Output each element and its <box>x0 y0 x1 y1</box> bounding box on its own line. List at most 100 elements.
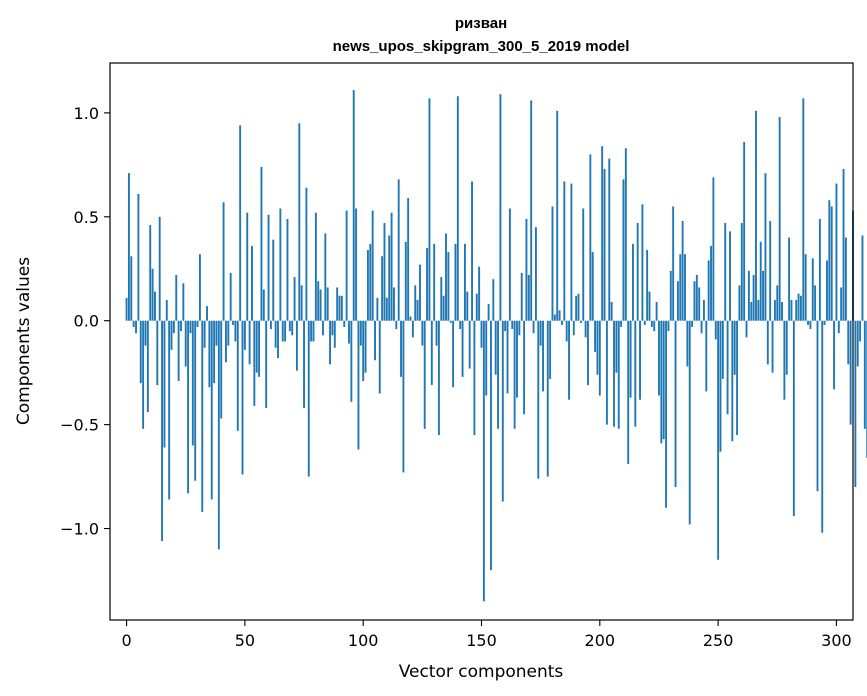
bar-261 <box>743 141 746 321</box>
bar-92 <box>343 320 346 327</box>
bar-144 <box>466 291 469 321</box>
bar-61 <box>269 320 272 330</box>
bar-289 <box>809 320 812 330</box>
bar-193 <box>582 208 585 321</box>
bar-49 <box>241 320 244 475</box>
bar-38 <box>215 320 218 346</box>
bar-115 <box>397 179 400 321</box>
bar-287 <box>804 254 807 321</box>
bar-183 <box>558 310 561 321</box>
bar-80 <box>314 212 317 321</box>
bar-176 <box>542 320 544 392</box>
bar-100 <box>362 320 365 381</box>
bar-67 <box>284 320 287 342</box>
bar-16 <box>163 320 166 448</box>
bar-221 <box>648 291 651 321</box>
bar-308 <box>854 320 857 487</box>
bar-256 <box>731 320 734 442</box>
bar-150 <box>480 320 483 348</box>
bar-17 <box>165 299 168 321</box>
bar-94 <box>348 320 350 344</box>
bar-75 <box>303 320 305 409</box>
bar-244 <box>702 299 705 321</box>
bar-195 <box>587 320 589 386</box>
bar-205 <box>610 302 613 321</box>
bar-168 <box>523 320 526 415</box>
bar-149 <box>478 266 481 321</box>
bar-108 <box>381 256 384 321</box>
bar-202 <box>603 169 606 321</box>
bar-283 <box>795 299 798 321</box>
bar-305 <box>847 320 850 365</box>
bar-142 <box>461 320 464 377</box>
bar-185 <box>563 181 566 321</box>
x-tick-label: 0 <box>121 631 131 650</box>
bar-245 <box>705 320 708 392</box>
plot-frame <box>109 62 854 621</box>
bar-299 <box>833 320 836 390</box>
bar-19 <box>170 320 173 350</box>
bar-220 <box>646 250 649 321</box>
bar-134 <box>442 295 445 321</box>
bar-93 <box>345 210 348 321</box>
bar-85 <box>326 287 329 321</box>
bar-27 <box>189 320 192 334</box>
bar-73 <box>298 123 301 321</box>
bar-301 <box>837 320 840 334</box>
bar-230 <box>669 270 672 321</box>
bar-216 <box>636 223 639 321</box>
bar-46 <box>234 320 237 342</box>
bar-121 <box>411 320 414 338</box>
bar-203 <box>605 320 608 425</box>
y-tick-label: 0.0 <box>74 312 99 331</box>
bar-290 <box>811 258 814 321</box>
bar-139 <box>454 243 457 321</box>
y-tick-label: 0.5 <box>74 208 99 227</box>
bar-241 <box>695 274 698 321</box>
bar-169 <box>525 218 528 321</box>
bar-263 <box>747 270 750 321</box>
bar-103 <box>369 243 372 321</box>
bar-11 <box>151 268 154 321</box>
bar-268 <box>759 241 762 321</box>
bar-119 <box>407 198 410 321</box>
bar-225 <box>658 320 660 396</box>
bar-191 <box>577 293 580 321</box>
bar-37 <box>213 320 216 384</box>
bar-7 <box>142 320 145 429</box>
bar-229 <box>667 320 670 332</box>
bar-211 <box>624 148 627 321</box>
bar-280 <box>788 237 791 321</box>
bar-72 <box>295 320 298 371</box>
bar-39 <box>217 320 220 550</box>
bar-110 <box>385 297 388 321</box>
bar-70 <box>291 320 294 336</box>
bar-96 <box>352 90 355 321</box>
bar-76 <box>305 187 308 321</box>
bar-157 <box>497 320 500 429</box>
bar-304 <box>844 237 847 321</box>
bar-79 <box>312 320 315 342</box>
bar-253 <box>724 223 727 321</box>
bar-224 <box>655 302 658 321</box>
bar-272 <box>769 220 772 321</box>
bar-18 <box>168 320 171 500</box>
bar-266 <box>755 110 757 321</box>
bar-71 <box>293 277 296 321</box>
bar-292 <box>816 320 819 492</box>
bar-238 <box>688 320 691 525</box>
bar-54 <box>253 320 256 406</box>
bar-231 <box>672 206 675 321</box>
bar-161 <box>506 320 509 394</box>
bar-186 <box>565 320 568 342</box>
bar-120 <box>409 316 412 321</box>
bar-291 <box>814 285 817 321</box>
bar-66 <box>281 320 284 342</box>
bar-65 <box>279 208 282 321</box>
bar-242 <box>698 287 701 321</box>
bar-260 <box>740 223 743 321</box>
bar-197 <box>591 252 594 321</box>
bar-21 <box>175 274 178 321</box>
bar-114 <box>395 320 398 330</box>
